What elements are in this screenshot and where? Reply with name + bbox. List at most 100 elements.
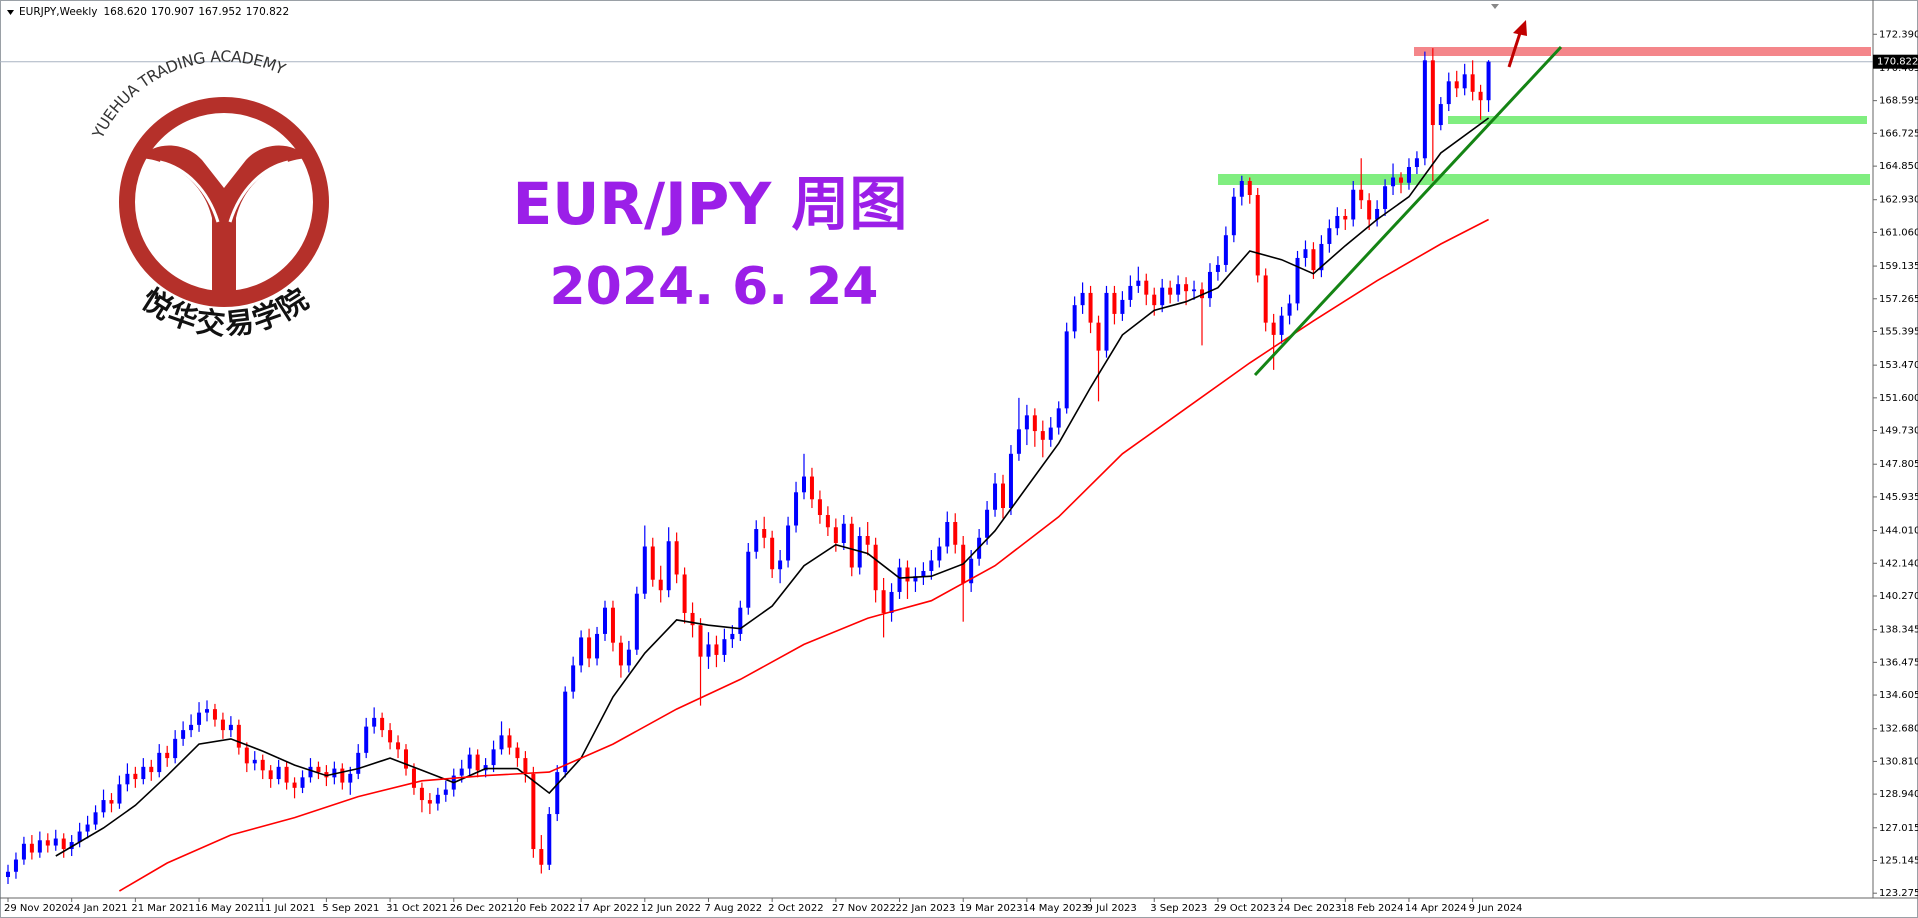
y-tick-label: 142.140 — [1879, 558, 1918, 569]
candle-body — [1024, 415, 1029, 430]
candle-body — [579, 637, 584, 666]
candle-body — [1048, 427, 1053, 440]
x-tick-label: 14 Apr 2024 — [1405, 903, 1467, 914]
x-tick-label: 27 Nov 2022 — [832, 903, 896, 914]
candle-body — [419, 787, 424, 801]
candle-body — [6, 871, 10, 878]
candle-body — [650, 546, 655, 580]
candle-body — [181, 730, 186, 739]
y-tick-label: 153.470 — [1879, 360, 1918, 371]
candle-body — [595, 633, 600, 659]
candle-body — [738, 607, 743, 634]
candle-body — [1215, 264, 1220, 272]
candle-body — [1279, 315, 1284, 335]
y-tick-label: 128.940 — [1879, 789, 1918, 800]
candle-body — [1144, 280, 1149, 295]
candle-body — [658, 579, 663, 591]
y-tick-label: 138.345 — [1879, 625, 1918, 636]
symbol: EURJPY,Weekly — [19, 6, 97, 18]
plot — [0, 48, 1873, 892]
candle-body — [1200, 289, 1204, 299]
x-tick-label: 16 May 2021 — [195, 903, 260, 914]
y-tick-label: 164.850 — [1879, 161, 1918, 172]
x-tick-label: 21 Mar 2021 — [131, 903, 194, 914]
candle-body — [364, 726, 369, 753]
candle-body — [1160, 287, 1165, 306]
candle-body — [284, 766, 289, 783]
candle-body — [1486, 61, 1491, 101]
candle-body — [1422, 60, 1427, 159]
x-tick-label: 29 Oct 2023 — [1214, 903, 1276, 914]
candle-body — [141, 766, 146, 780]
candle-body — [841, 523, 846, 543]
moving-average — [118, 218, 1489, 892]
candle-body — [1335, 215, 1340, 229]
candle-body — [1311, 249, 1316, 271]
candle-body — [1367, 200, 1372, 220]
candle-body — [1375, 208, 1380, 220]
candle-body — [1462, 74, 1467, 89]
x-tick-label: 18 Feb 2024 — [1341, 903, 1403, 914]
moving-average — [55, 117, 1490, 857]
x-tick-label: 29 Nov 2020 — [4, 903, 68, 914]
candle-body — [372, 717, 377, 727]
y-tick-label: 134.605 — [1879, 690, 1918, 701]
candle-body — [228, 724, 233, 731]
candle-body — [435, 794, 440, 804]
candle-body — [1287, 303, 1292, 316]
x-tick-label: 12 Jun 2022 — [641, 903, 701, 914]
candle-body — [332, 768, 337, 778]
candle-body — [220, 719, 225, 731]
x-tick-label: 20 Feb 2022 — [513, 903, 575, 914]
candle-body — [539, 849, 544, 865]
candle-body — [69, 842, 74, 850]
candle-body — [388, 730, 393, 743]
candle-body — [1391, 177, 1396, 187]
candle-body — [117, 784, 122, 804]
resistance-zone — [1414, 47, 1871, 56]
candle-body — [937, 546, 942, 561]
candle-body — [1406, 167, 1411, 183]
candle-body — [21, 843, 26, 860]
candle-body — [443, 789, 448, 795]
candle-body — [37, 840, 42, 853]
shift-marker — [1491, 4, 1499, 9]
candle-body — [125, 773, 130, 785]
candle-body — [921, 570, 926, 577]
y-tick-label: 132.680 — [1879, 724, 1918, 735]
y-tick-label: 125.145 — [1879, 855, 1918, 866]
candle-body — [467, 754, 472, 769]
candle-body — [1239, 180, 1244, 197]
candle-body — [13, 859, 18, 872]
open: 168.620 — [103, 6, 146, 18]
candle-body — [109, 800, 114, 804]
candle-body — [292, 782, 297, 788]
y-tick-label: 144.010 — [1879, 526, 1918, 537]
y-tick-label: 130.810 — [1879, 756, 1918, 767]
candle-body — [1319, 243, 1324, 271]
candle-body — [1032, 415, 1037, 432]
candle-body — [515, 747, 520, 759]
candle-body — [642, 546, 647, 594]
candle-body — [427, 800, 432, 804]
x-tick-label: 3 Sep 2023 — [1150, 903, 1207, 914]
candle-body — [873, 544, 878, 591]
candle-body — [244, 747, 249, 764]
candle-body — [666, 541, 671, 591]
candle-body — [1414, 158, 1419, 168]
y-tick-label: 149.730 — [1879, 426, 1918, 437]
candle-body — [165, 752, 170, 759]
candle-body — [634, 593, 639, 650]
x-tick-label: 9 Jul 2023 — [1087, 903, 1137, 914]
logo-mark-detail — [159, 160, 289, 223]
arrow-head — [1513, 20, 1527, 36]
candle-body — [1120, 299, 1125, 314]
candle-body — [1008, 453, 1013, 509]
candle-body — [459, 768, 464, 776]
candle-body — [682, 574, 687, 613]
x-tick-label: 2 Oct 2022 — [768, 903, 823, 914]
candle-body — [1295, 257, 1300, 304]
candle-body — [849, 523, 854, 568]
annotations-top — [1253, 4, 1563, 377]
y-tick-label: 166.725 — [1879, 128, 1918, 139]
